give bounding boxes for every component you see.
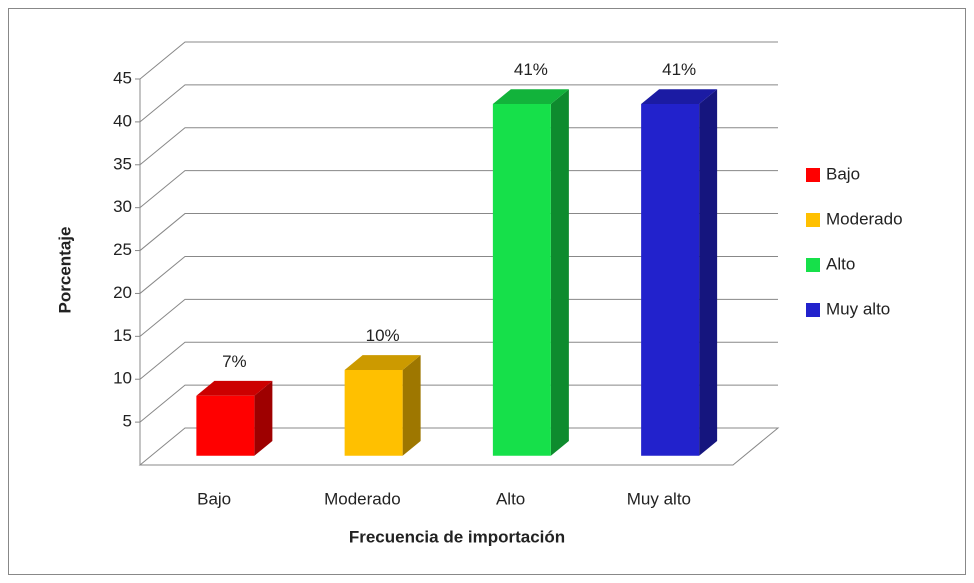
bar-top: [641, 89, 718, 105]
value-label: 10%: [366, 326, 400, 345]
grid-line: [139, 127, 778, 166]
x-tick-label: Muy alto: [627, 489, 691, 508]
x-axis-label: Frecuencia de importación: [349, 527, 565, 546]
x-tick-label: Bajo: [197, 489, 231, 508]
legend-label: Moderado: [826, 209, 903, 228]
y-tick-label: 20: [113, 283, 132, 302]
legend-swatch: [806, 168, 820, 182]
bar-side: [254, 380, 273, 456]
y-tick-label: 15: [113, 326, 132, 345]
y-axis-label: Porcentaje: [55, 227, 74, 314]
bar-top: [196, 380, 273, 396]
legend-label: Muy alto: [826, 299, 890, 318]
bar-top: [492, 89, 569, 105]
floor: [138, 427, 780, 466]
y-tick-label: 25: [113, 240, 132, 259]
bar-top: [344, 355, 421, 370]
bar: [641, 104, 700, 456]
value-label: 41%: [514, 60, 548, 79]
grid-line: [139, 255, 778, 294]
chart-border: [8, 8, 966, 575]
grid-line: [139, 384, 778, 423]
y-tick-label: 35: [113, 154, 132, 173]
grid-line: [139, 213, 778, 251]
bar: [492, 104, 551, 456]
bar-side: [699, 89, 718, 456]
legend-label: Bajo: [826, 164, 860, 183]
value-label: 7%: [222, 352, 247, 371]
legend-label: Alto: [826, 254, 855, 273]
y-tick-label: 5: [123, 412, 132, 431]
legend-swatch: [806, 258, 820, 272]
grid-line: [139, 84, 778, 123]
bar: [196, 395, 255, 456]
x-tick-label: Moderado: [324, 489, 401, 508]
value-label: 41%: [662, 60, 696, 79]
legend-swatch: [806, 213, 820, 227]
grid-line: [139, 41, 778, 80]
x-tick-label: Alto: [496, 489, 525, 508]
y-tick-label: 45: [113, 68, 132, 87]
legend-swatch: [806, 303, 820, 317]
bar-side: [402, 355, 421, 456]
grid-line: [139, 170, 778, 209]
grid-line: [139, 341, 778, 380]
y-tick-label: 30: [113, 197, 132, 216]
bar: [344, 369, 403, 456]
y-tick-label: 40: [113, 111, 132, 130]
y-tick-label: 10: [113, 369, 132, 388]
bar-side: [550, 89, 569, 456]
grid-line: [139, 298, 778, 337]
